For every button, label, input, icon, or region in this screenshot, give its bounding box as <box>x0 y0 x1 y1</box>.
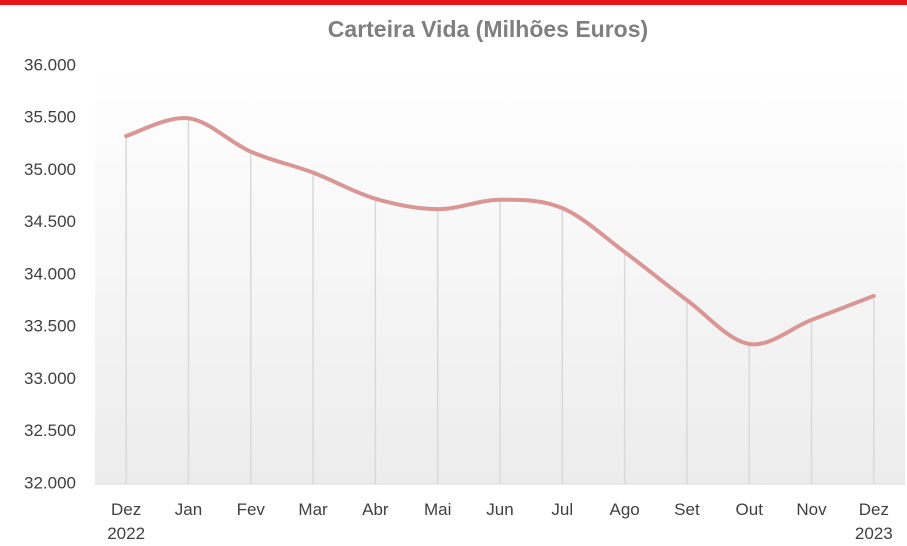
y-tick-label: 34.000 <box>24 264 76 283</box>
x-tick-label: Jan <box>174 500 203 519</box>
y-tick-label: 36.000 <box>24 55 76 74</box>
x-tick-label: Dez 2022 <box>107 500 146 543</box>
y-tick-label: 32.000 <box>24 473 76 492</box>
x-tick-label: Fev <box>236 500 265 519</box>
x-tick-label: Out <box>735 500 763 519</box>
x-tick-label: Mar <box>298 500 328 519</box>
x-tick-label: Ago <box>609 500 640 519</box>
y-tick-label: 35.000 <box>24 160 76 179</box>
x-tick-label: Dez 2023 <box>854 500 893 543</box>
y-tick-label: 35.500 <box>24 108 76 127</box>
x-tick-label: Set <box>674 500 700 519</box>
top-bar <box>0 0 907 5</box>
line <box>124 116 876 347</box>
x-tick-label: Abr <box>362 500 389 519</box>
y-tick-label: 34.500 <box>24 212 76 231</box>
x-tick-label: Jul <box>551 500 574 519</box>
x-tick-label: Jun <box>486 500 514 519</box>
chart-title: Carteira Vida (Milhões Euros) <box>328 16 648 42</box>
x-tick-label: Mai <box>423 500 452 519</box>
y-tick-label: 33.000 <box>24 369 76 388</box>
x-tick-label: Nov <box>796 500 827 519</box>
y-tick-label: 33.500 <box>24 317 76 336</box>
y-tick-label: 32.500 <box>24 421 76 440</box>
